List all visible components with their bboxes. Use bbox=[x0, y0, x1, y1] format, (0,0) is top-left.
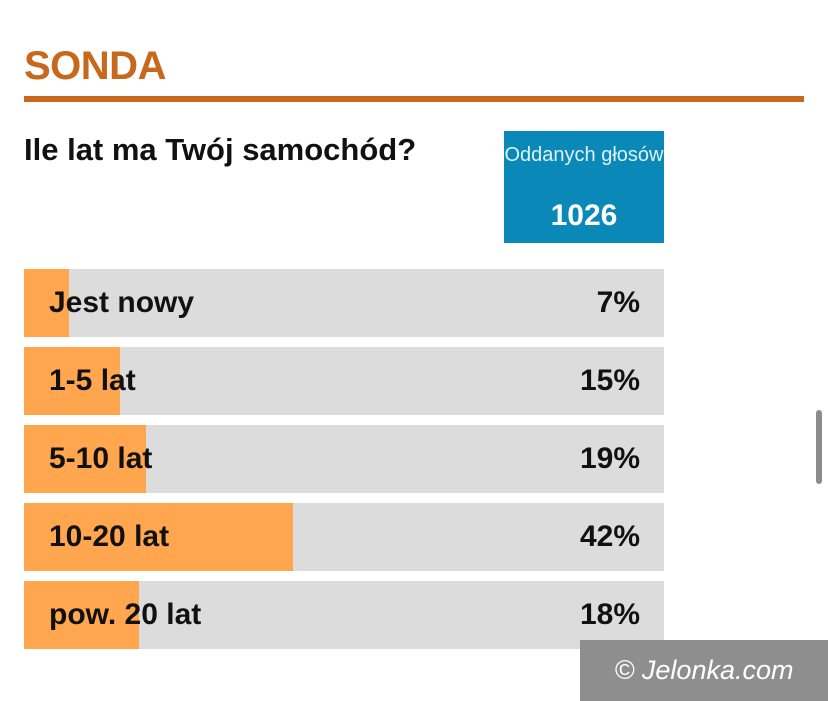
poll-option-bar-fill bbox=[24, 347, 120, 415]
poll-options: Jest nowy 7% 1-5 lat 15% 5-10 lat 19% 10… bbox=[24, 269, 664, 659]
page-title: SONDA bbox=[24, 44, 166, 88]
poll-option-label: 5-10 lat bbox=[49, 442, 153, 475]
poll-option-label: 10-20 lat bbox=[49, 520, 170, 553]
poll-option-bar-fill bbox=[24, 581, 140, 649]
poll-option-label: Jest nowy bbox=[49, 286, 195, 319]
poll-option-1-5-lat[interactable]: 1-5 lat 15% bbox=[24, 347, 664, 415]
vote-count-badge: Oddanych głosów 1026 bbox=[504, 131, 664, 243]
poll-option-percent: 18% bbox=[579, 598, 640, 631]
poll-option-percent: 15% bbox=[579, 364, 640, 397]
watermark: © Jelonka.com bbox=[580, 640, 828, 701]
scrollbar-thumb[interactable] bbox=[816, 410, 822, 484]
poll-option-label: pow. 20 lat bbox=[49, 598, 202, 631]
vote-count-value: 1026 bbox=[550, 199, 618, 232]
header-divider bbox=[24, 96, 804, 102]
poll-option-bar-fill bbox=[24, 503, 293, 571]
poll-option-jest-nowy[interactable]: Jest nowy 7% bbox=[24, 269, 664, 337]
poll-option-5-10-lat[interactable]: 5-10 lat 19% bbox=[24, 425, 664, 493]
poll-question: Ile lat ma Twój samochód? bbox=[24, 132, 417, 167]
poll-option-bar-fill bbox=[24, 425, 146, 493]
poll-option-percent: 42% bbox=[579, 520, 640, 553]
poll-option-label: 1-5 lat bbox=[49, 364, 136, 397]
poll-option-percent: 7% bbox=[596, 286, 640, 319]
poll-option-bar-fill bbox=[24, 269, 69, 337]
vote-count-label: Oddanych głosów bbox=[504, 144, 664, 166]
poll-option-10-20-lat[interactable]: 10-20 lat 42% bbox=[24, 503, 664, 571]
poll-option-pow-20-lat[interactable]: pow. 20 lat 18% bbox=[24, 581, 664, 649]
poll-option-percent: 19% bbox=[579, 442, 640, 475]
